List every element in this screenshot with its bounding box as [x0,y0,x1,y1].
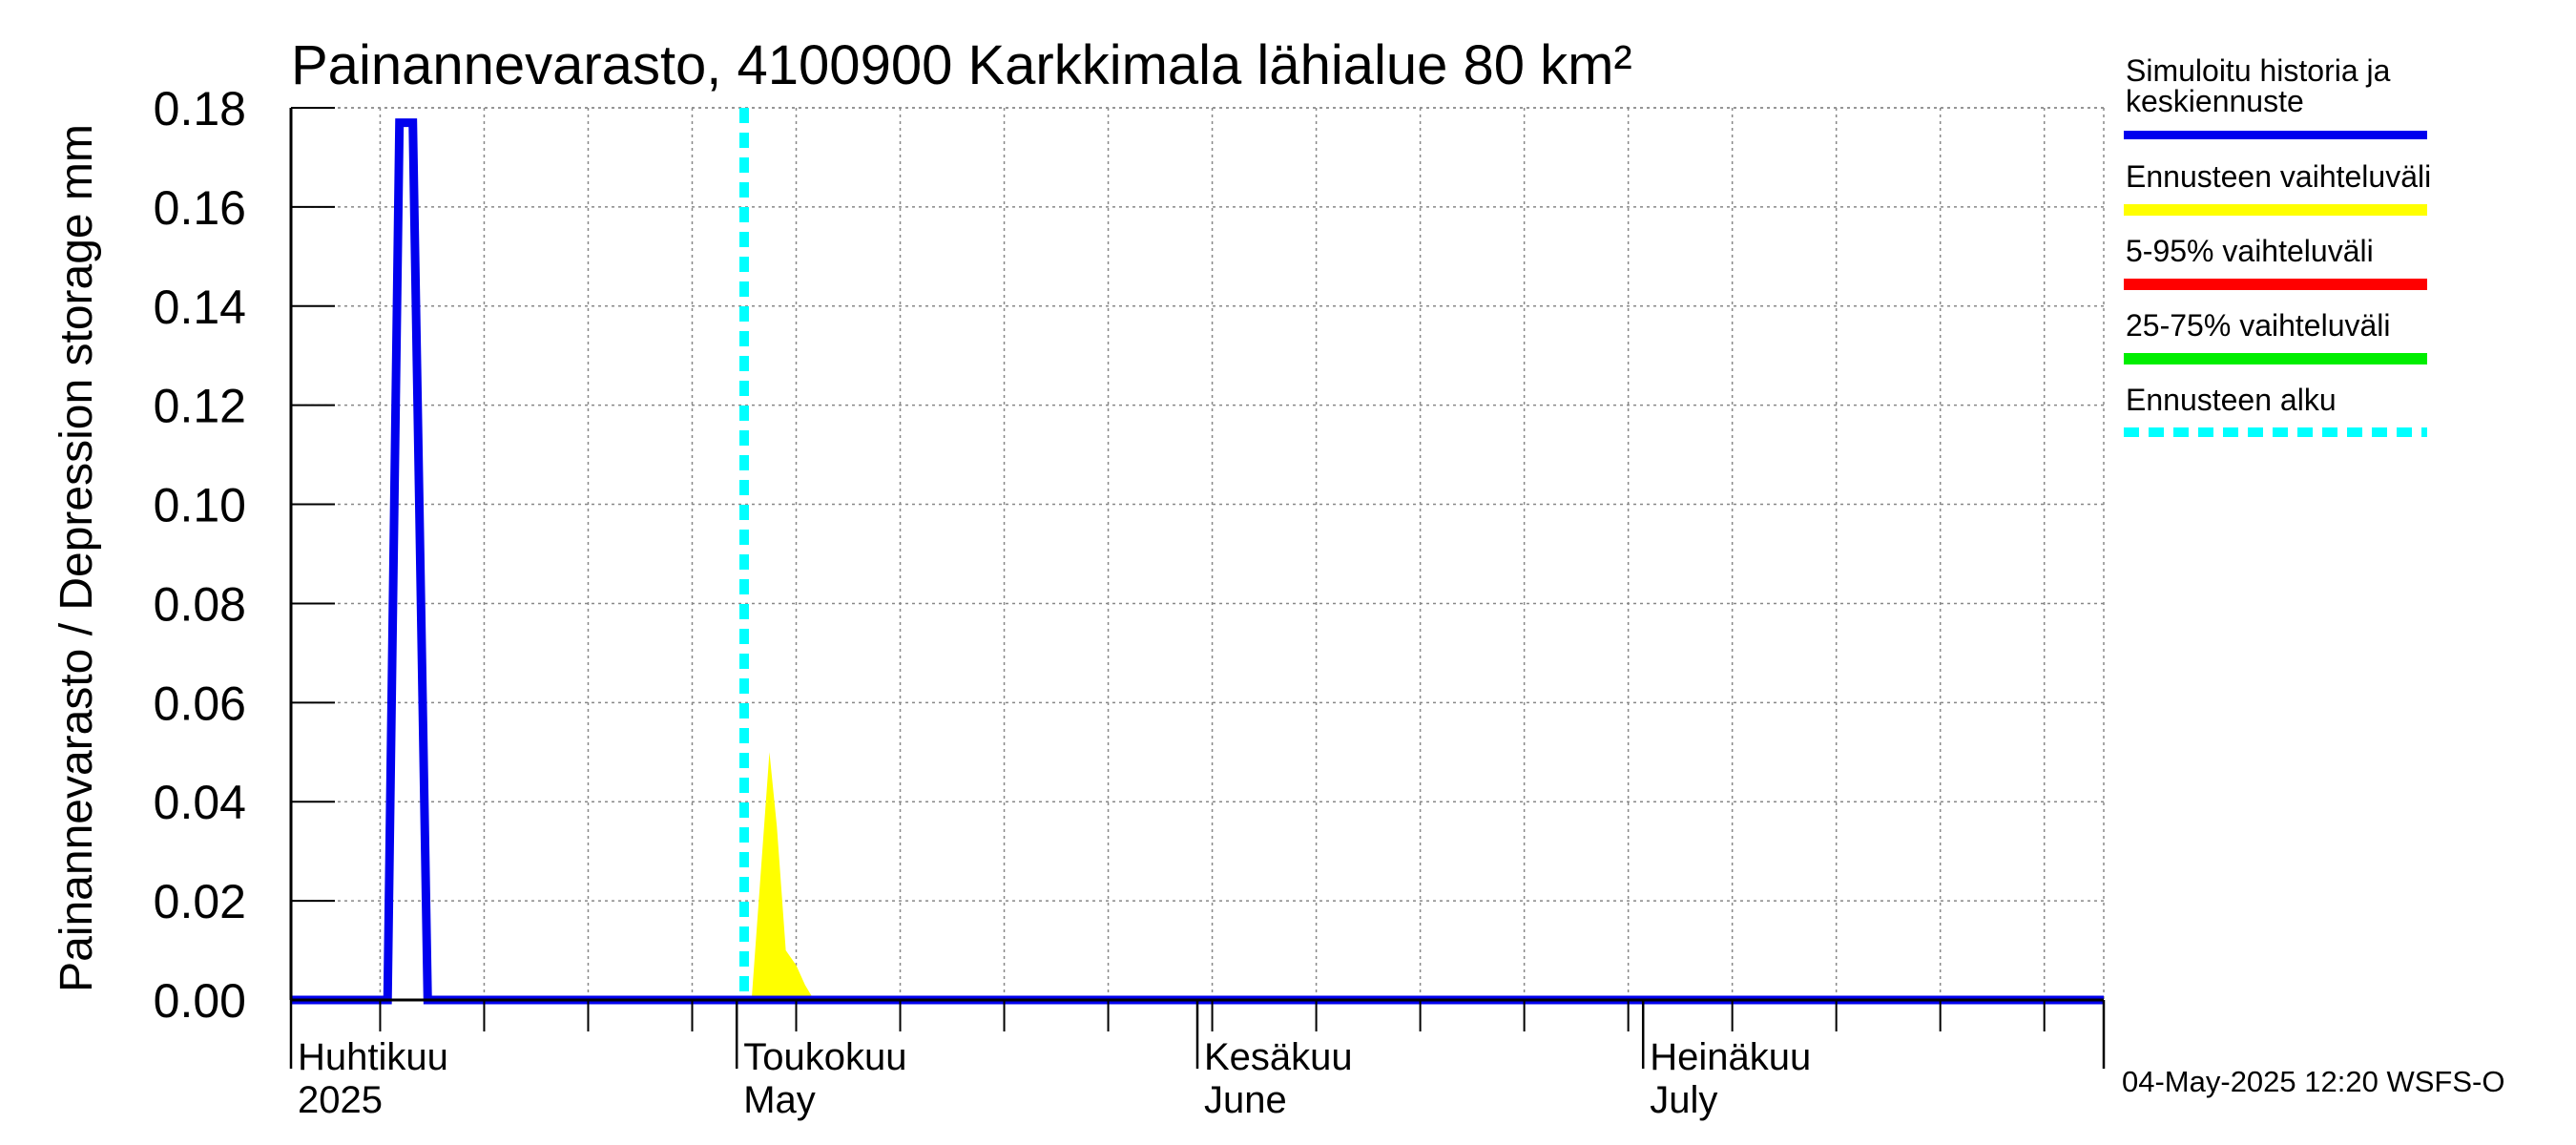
x-month-label: Toukokuu [743,1036,906,1078]
y-tick-label: 0.02 [154,875,246,928]
x-month-label: Huhtikuu [298,1036,448,1078]
x-month-sublabel: May [743,1079,816,1121]
x-month-sublabel: 2025 [298,1079,383,1121]
legend-swatch-25-75 [2124,353,2427,364]
legend-label-forecast-range: Ennusteen vaihteluväli [2126,159,2431,194]
y-tick-label: 0.16 [154,181,246,235]
y-tick-label: 0.06 [154,677,246,730]
legend-label-forecast-start: Ennusteen alku [2126,383,2337,417]
legend-label-simulated-line2: keskiennuste [2126,84,2304,118]
forecast-range-area [751,752,815,1000]
legend-label-5-95: 5-95% vaihteluväli [2126,234,2374,268]
x-month-sublabel: July [1650,1079,1717,1121]
legend-label-simulated: Simuloitu historia ja [2126,53,2391,88]
footer-timestamp: 04-May-2025 12:20 WSFS-O [2122,1065,2504,1098]
plot-area [291,108,2104,1000]
legend-swatch-simulated [2124,131,2427,139]
y-tick-label: 0.08 [154,577,246,631]
y-tick-label: 0.18 [154,82,246,135]
legend-swatch-5-95 [2124,279,2427,290]
legend-swatch-forecast-range [2124,204,2427,216]
x-month-label: Heinäkuu [1650,1036,1811,1078]
legend-label-25-75: 25-75% vaihteluväli [2126,308,2391,343]
chart-title: Painannevarasto, 4100900 Karkkimala lähi… [291,34,1632,96]
chart-grid [291,107,2105,1001]
y-tick-label: 0.04 [154,776,246,829]
y-tick-label: 0.14 [154,281,246,334]
y-tick-label: 0.00 [154,974,246,1028]
y-tick-labels: 0.00 0.02 0.04 0.06 0.08 0.10 0.12 0.14 0.16 0.18 [154,82,246,1028]
x-month-sublabel: June [1204,1079,1287,1121]
y-tick-label: 0.12 [154,380,246,433]
chart-fills [751,752,815,1000]
legend: Simuloitu historia ja keskiennuste Ennus… [2124,53,2431,437]
y-tick-label: 0.10 [154,479,246,532]
y-axis-label: Painannevarasto / Depression storage mm [52,124,102,992]
x-month-label: Kesäkuu [1204,1036,1353,1078]
chart-axes [289,107,2106,1069]
